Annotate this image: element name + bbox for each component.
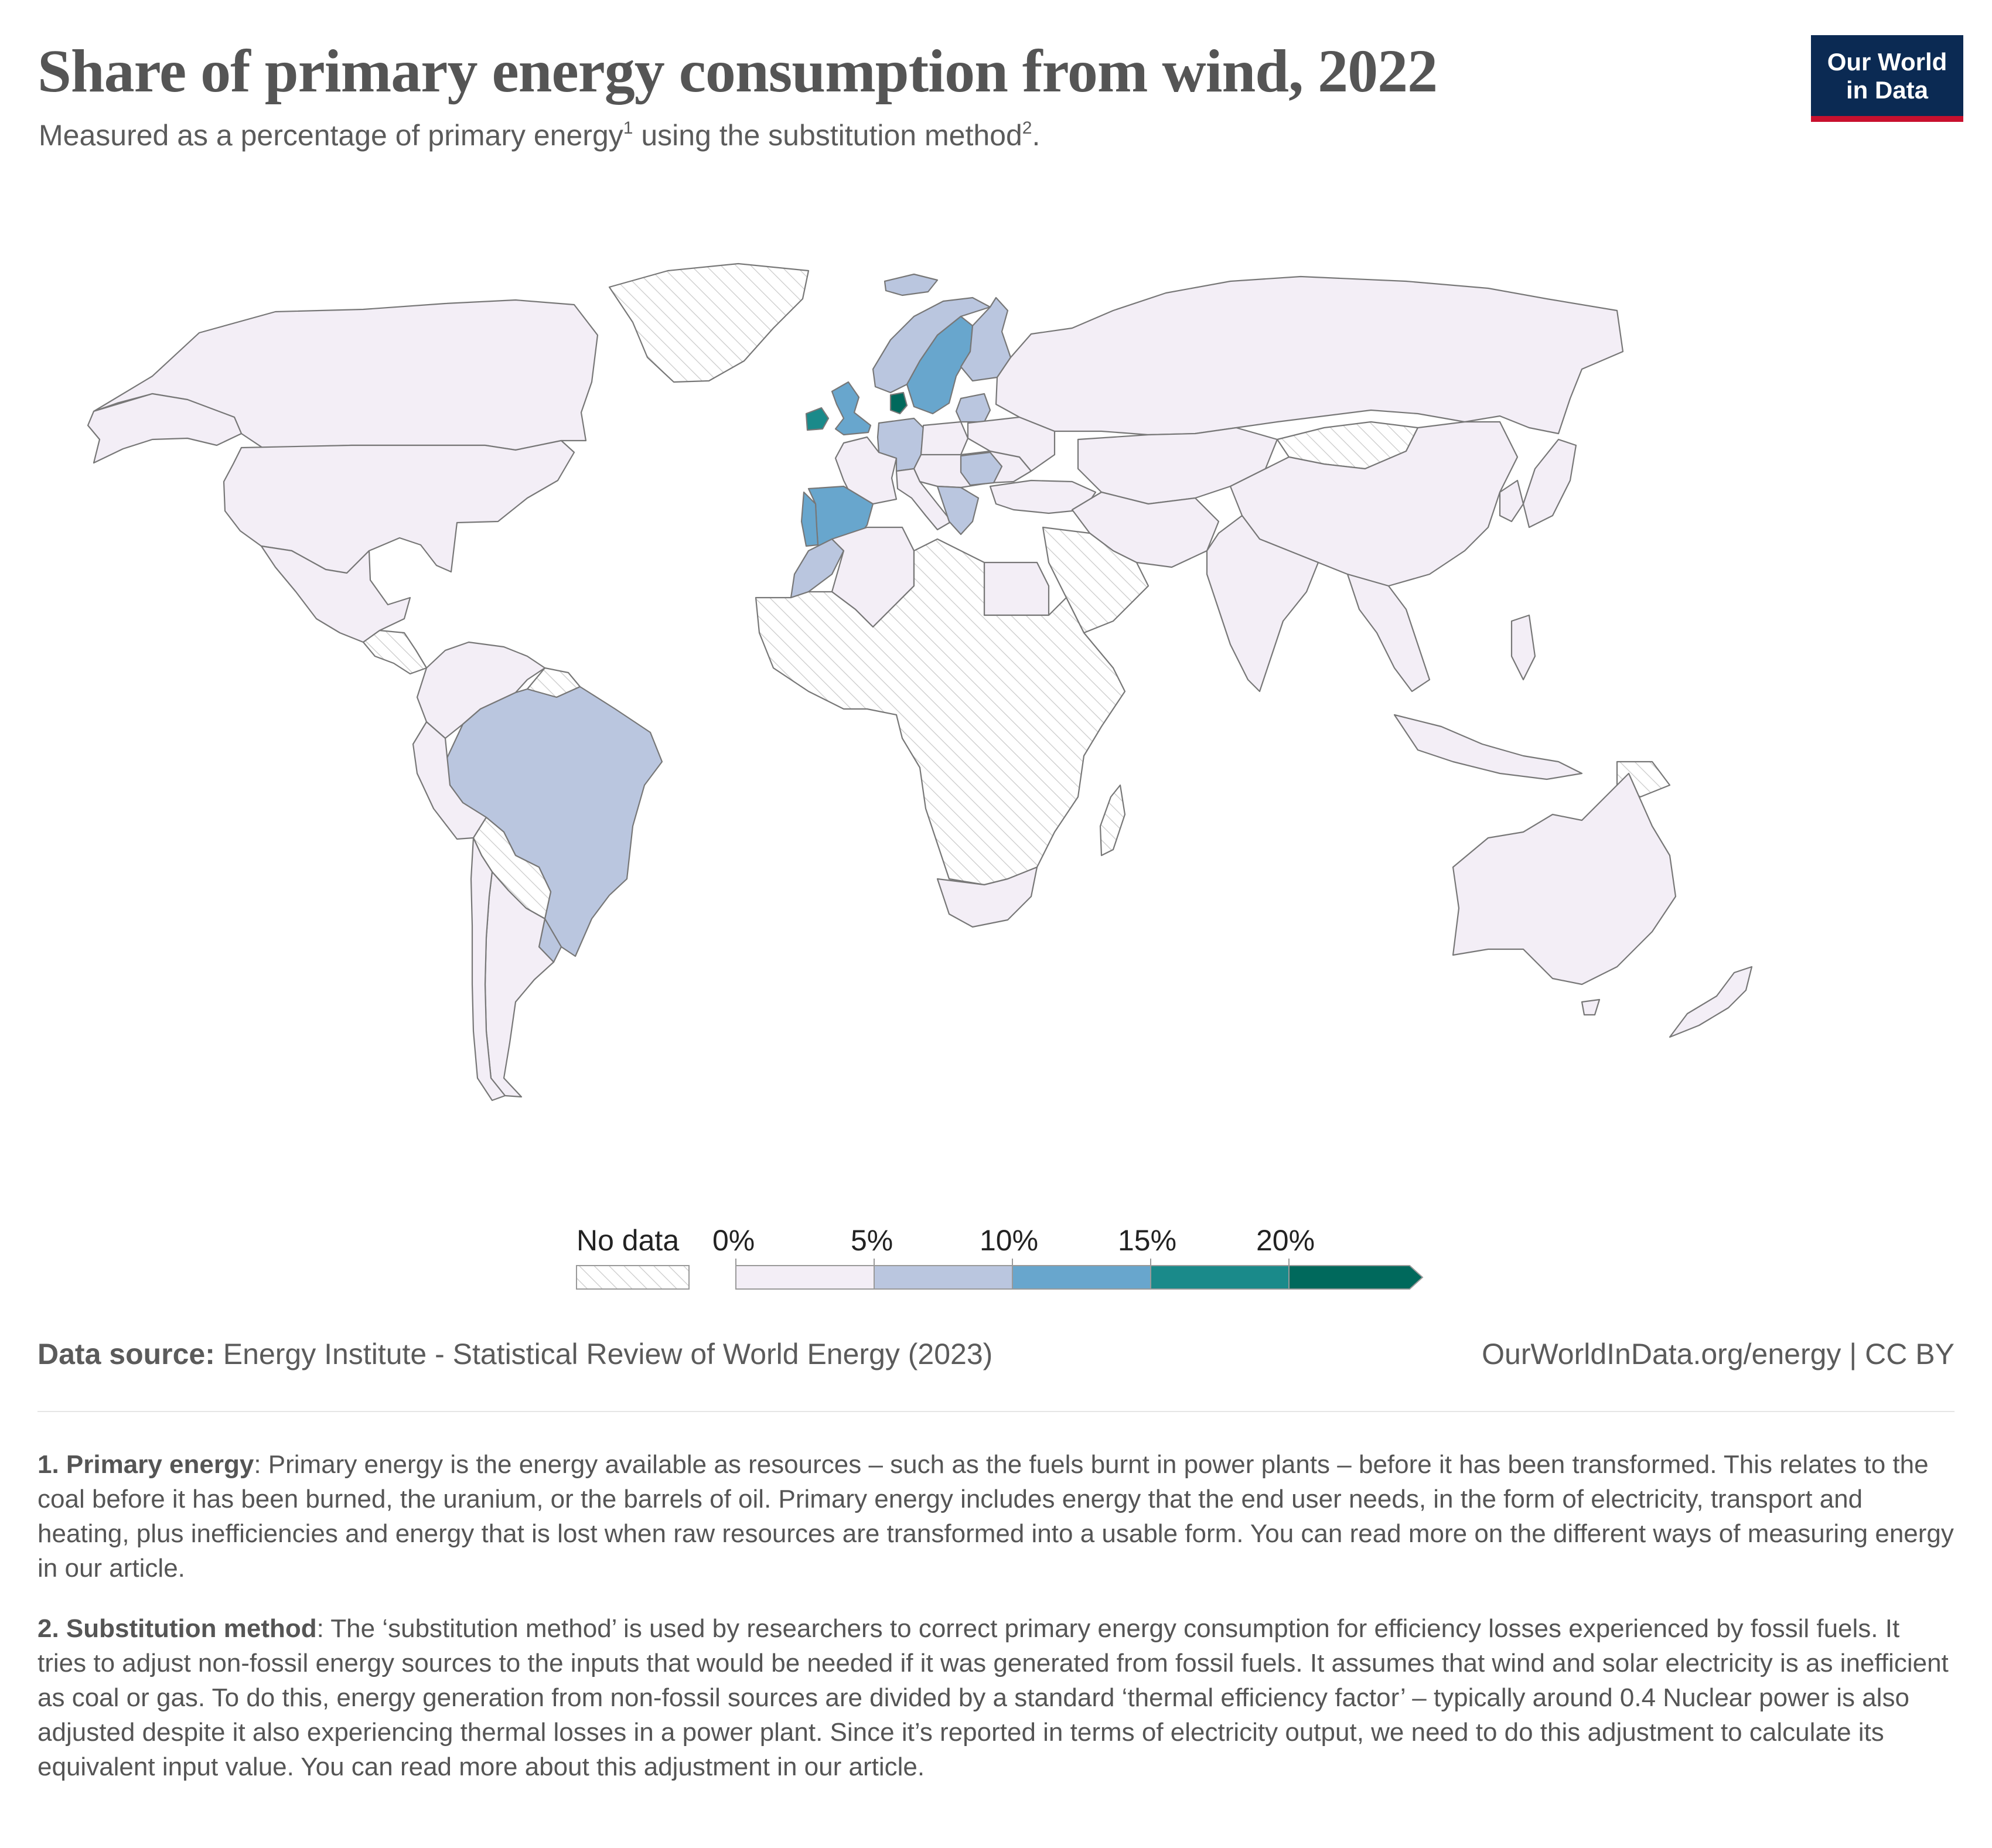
- country-ireland[interactable]: [805, 407, 830, 431]
- source-url-link[interactable]: OurWorldInData.org/energy | CC BY: [1482, 1338, 1955, 1370]
- country-indonesia[interactable]: [1393, 714, 1583, 780]
- legend-bin-5-10[interactable]: [874, 1265, 1013, 1290]
- country-africa-nodata: [755, 538, 1126, 886]
- country-italy[interactable]: [895, 468, 953, 531]
- subtitle-text: Measured as a percentage of primary ener…: [39, 119, 623, 152]
- country-japan[interactable]: [1522, 438, 1577, 529]
- country-baltics[interactable]: [955, 393, 991, 423]
- legend[interactable]: [0, 1254, 1992, 1324]
- country-iceland[interactable]: [884, 273, 939, 296]
- country-balkans[interactable]: [936, 485, 980, 536]
- legend-no-data-swatch[interactable]: [576, 1265, 690, 1290]
- legend-tick-label-0: 0%: [712, 1224, 755, 1257]
- data-source-text: Energy Institute - Statistical Review of…: [214, 1338, 993, 1370]
- country-russia[interactable]: [995, 275, 1624, 436]
- country-egypt[interactable]: [983, 561, 1050, 616]
- country-portugal[interactable]: [800, 491, 819, 547]
- country-southeast-asia[interactable]: [1346, 573, 1431, 693]
- country-india[interactable]: [1206, 514, 1319, 693]
- country-central-america: [362, 629, 428, 675]
- country-romania[interactable]: [960, 451, 1003, 486]
- subtitle-text-end: .: [1032, 119, 1041, 152]
- legend-tick-label-20: 20%: [1256, 1224, 1315, 1257]
- country-greenland: [608, 262, 810, 383]
- footnote-2-term: 2. Substitution method: [37, 1614, 317, 1643]
- footnote-ref-2[interactable]: 2: [1022, 118, 1032, 138]
- legend-tick-label-5: 5%: [851, 1224, 893, 1257]
- legend-bin-20-plus[interactable]: [1288, 1265, 1424, 1290]
- chart-title: Share of primary energy consumption from…: [37, 37, 1438, 105]
- country-philippines[interactable]: [1510, 614, 1536, 681]
- logo-line-1: Our World: [1827, 48, 1947, 76]
- legend-tick-label-15: 15%: [1118, 1224, 1177, 1257]
- footnote-1-term: 1. Primary energy: [37, 1450, 254, 1479]
- country-denmark[interactable]: [889, 391, 908, 415]
- legend-bin-10-15[interactable]: [1012, 1265, 1151, 1290]
- data-source-label: Data source:: [37, 1338, 215, 1370]
- footnote-primary-energy: 1. Primary energy: Primary energy is the…: [37, 1447, 1955, 1586]
- subtitle-text-mid: using the substitution method: [633, 119, 1022, 152]
- country-south-africa[interactable]: [936, 866, 1038, 928]
- country-usa[interactable]: [223, 439, 575, 574]
- country-new-zealand[interactable]: [1669, 966, 1753, 1038]
- owid-logo[interactable]: Our World in Data: [1811, 35, 1963, 122]
- footnote-1-text: : Primary energy is the energy available…: [37, 1450, 1954, 1583]
- world-map[interactable]: [0, 246, 1992, 1125]
- country-chile[interactable]: [470, 837, 506, 1102]
- footnote-substitution-method: 2. Substitution method: The ‘substitutio…: [37, 1611, 1955, 1784]
- legend-tick-label-10: 10%: [980, 1224, 1039, 1257]
- country-uk[interactable]: [831, 381, 872, 436]
- legend-bin-15-20[interactable]: [1150, 1265, 1290, 1290]
- legend-no-data-label: No data: [577, 1224, 680, 1257]
- country-mexico[interactable]: [260, 545, 411, 643]
- chart-subtitle: Measured as a percentage of primary ener…: [39, 118, 1040, 152]
- country-alaska[interactable]: [87, 393, 243, 464]
- country-madagascar: [1099, 784, 1126, 857]
- country-poland[interactable]: [920, 421, 969, 458]
- footer-divider: [37, 1411, 1955, 1412]
- country-australia[interactable]: [1452, 772, 1677, 986]
- logo-line-2: in Data: [1846, 76, 1929, 104]
- footnote-ref-1[interactable]: 1: [623, 118, 633, 138]
- footnote-2-text: : The ‘substitution method’ is used by r…: [37, 1614, 1949, 1781]
- country-arabia: [1042, 526, 1150, 634]
- legend-bin-0-5[interactable]: [735, 1265, 875, 1290]
- country-korea[interactable]: [1499, 479, 1524, 523]
- country-france[interactable]: [834, 436, 898, 505]
- data-source: Data source: Energy Institute - Statisti…: [37, 1337, 992, 1371]
- country-tasmania[interactable]: [1581, 998, 1601, 1016]
